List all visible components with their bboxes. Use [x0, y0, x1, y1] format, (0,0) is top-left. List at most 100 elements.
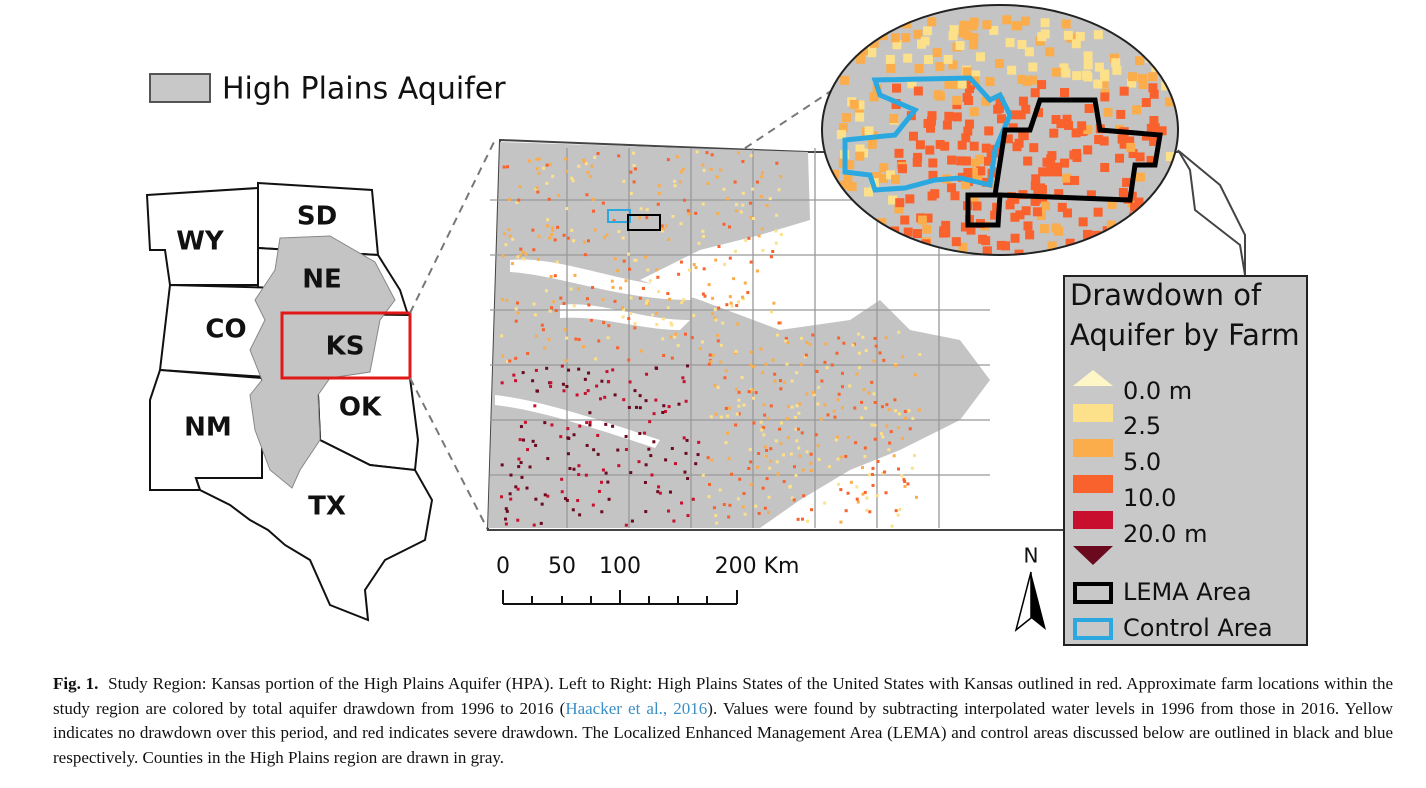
farm-point: [733, 351, 737, 355]
zoom-farm: [855, 151, 865, 161]
zoom-farm: [854, 107, 864, 117]
farm-point: [593, 155, 597, 159]
zoom-farm: [917, 215, 927, 225]
farm-point: [514, 356, 518, 360]
farm-point: [848, 384, 852, 388]
farm-point: [637, 460, 641, 464]
farm-point: [612, 219, 616, 223]
farm-point: [556, 193, 560, 197]
farm-point: [628, 267, 632, 271]
farm-point: [533, 404, 537, 408]
farm-point: [562, 301, 566, 305]
zoom-lema: [965, 97, 1163, 228]
zoom-farm: [1017, 40, 1027, 50]
farm-point: [872, 392, 876, 396]
farm-point: [638, 216, 642, 220]
farm-point: [709, 167, 713, 171]
farm-point: [716, 385, 720, 389]
farm-point: [878, 351, 882, 355]
farm-point: [761, 248, 765, 252]
farm-point: [619, 286, 623, 290]
zoom-farm: [964, 96, 974, 106]
zoom-farm: [878, 173, 888, 183]
zoom-farm: [1100, 92, 1110, 102]
zoom-farm: [923, 213, 933, 223]
farm-point: [644, 463, 648, 467]
zoom-farm: [944, 79, 954, 89]
farm-point: [762, 426, 766, 430]
zoom-farm: [903, 227, 913, 237]
farm-point: [622, 259, 626, 263]
farm-point: [856, 500, 860, 504]
hpa-swatch: [149, 73, 211, 103]
farm-point: [661, 411, 665, 414]
zoom-border: [821, 4, 1179, 256]
farm-point: [504, 243, 508, 247]
zoom-farm: [1135, 172, 1145, 182]
farm-point: [670, 446, 674, 450]
farm-point: [880, 405, 884, 409]
farm-point: [565, 498, 569, 502]
zoom-farm: [996, 114, 1006, 124]
farm-point: [512, 373, 516, 377]
farm-point: [735, 412, 739, 416]
farm-point: [867, 391, 871, 395]
farm-point: [644, 399, 648, 403]
farm-point: [883, 470, 887, 474]
farm-point: [796, 517, 800, 521]
farm-point: [870, 473, 874, 477]
farm-point: [669, 335, 673, 339]
zoom-farm: [913, 152, 923, 162]
farm-point: [643, 431, 647, 435]
legend-items: 0.0 m 2.5 5.0 10.0 20.0 m LEMA Area Cont…: [1123, 377, 1273, 642]
farm-point: [676, 343, 680, 347]
farm-point: [749, 216, 753, 220]
farm-point: [786, 404, 790, 408]
farm-point: [682, 380, 686, 384]
farm-point: [702, 168, 706, 172]
farm-point: [701, 202, 705, 206]
farm-point: [684, 399, 688, 403]
zoom-farm: [1107, 200, 1117, 210]
farm-point: [574, 337, 578, 341]
zoom-farm: [1049, 128, 1059, 138]
farm-point: [764, 454, 768, 458]
farm-point: [765, 204, 769, 208]
farm-point: [830, 363, 834, 367]
farm-points: [500, 150, 922, 528]
zoom-farm: [886, 63, 896, 73]
zoom-farm: [869, 92, 879, 102]
farm-point: [585, 443, 589, 447]
farm-point: [600, 379, 604, 383]
farm-point: [760, 428, 764, 432]
zoom-farm: [930, 189, 940, 199]
zoom-farm: [1111, 58, 1121, 68]
zoom-farm: [1025, 230, 1035, 240]
farm-point: [682, 298, 686, 302]
zoom-farm: [897, 164, 907, 174]
zoom-farm: [1112, 65, 1122, 75]
zoom-farm: [972, 201, 982, 211]
farm-point: [893, 398, 897, 402]
farm-point: [656, 490, 660, 494]
legend-box: [1063, 275, 1308, 646]
zoom-farm: [995, 96, 1005, 106]
zoom-farm: [985, 77, 995, 87]
zoom-farm: [1135, 152, 1145, 162]
citation[interactable]: Haacker et al., 2016: [565, 698, 708, 718]
farm-point: [759, 347, 763, 351]
zoom-farm: [871, 172, 881, 182]
farm-point: [768, 197, 772, 201]
farm-point: [851, 343, 855, 347]
farm-point: [755, 465, 759, 469]
zoom-farm: [940, 141, 950, 151]
farm-point: [741, 505, 745, 509]
farm-point: [583, 391, 587, 395]
zoom-farm: [1081, 70, 1091, 80]
zoom-farm: [1018, 96, 1028, 106]
farm-point: [556, 225, 560, 229]
farm-point: [576, 499, 580, 503]
farm-point: [652, 412, 656, 416]
farm-point: [861, 492, 865, 496]
farm-point: [836, 457, 840, 461]
